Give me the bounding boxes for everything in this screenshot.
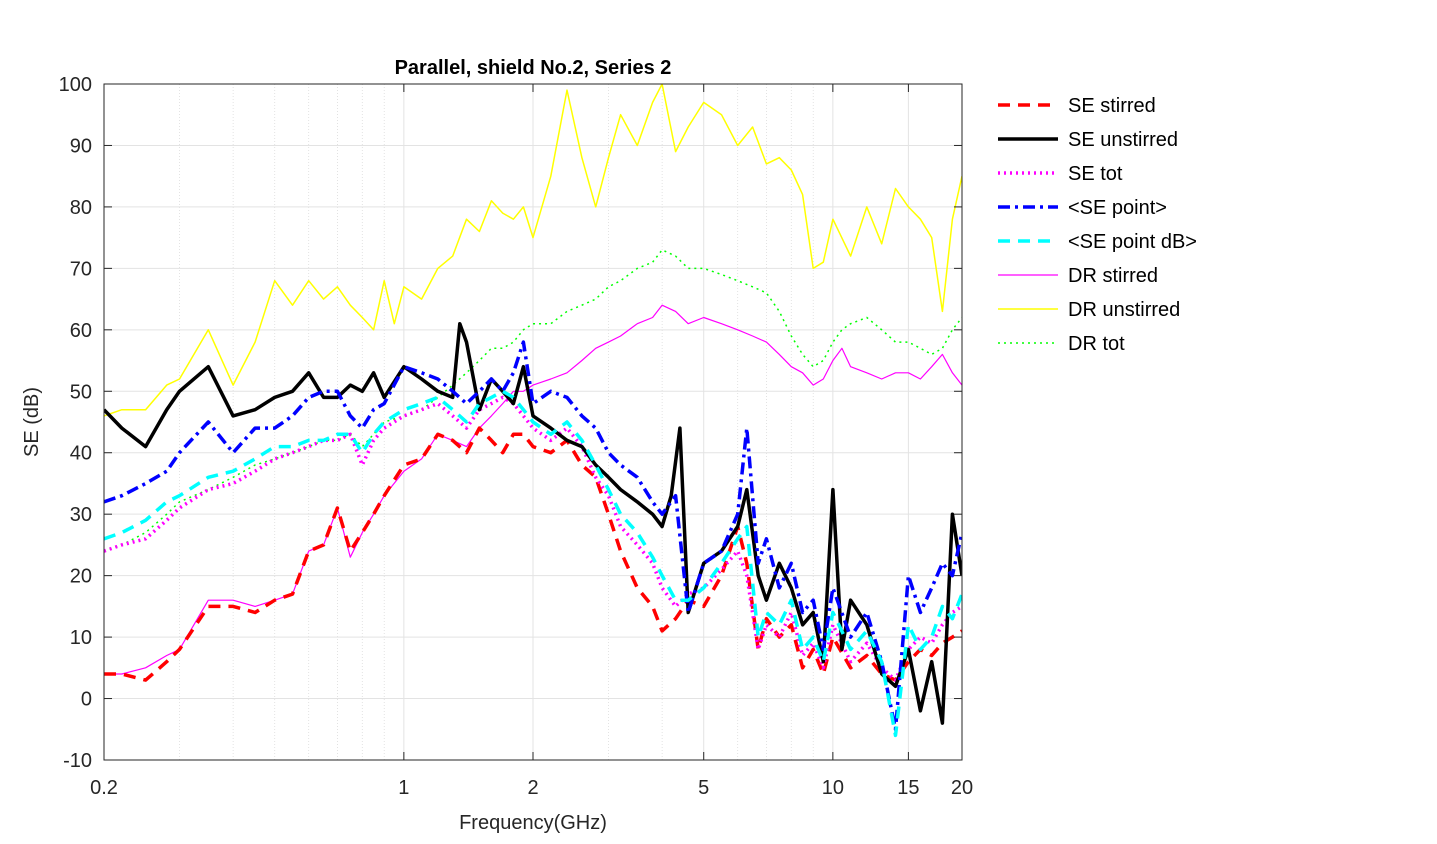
- x-axis-label: Frequency(GHz): [459, 812, 607, 834]
- series-line-dr-tot: [104, 249, 962, 552]
- y-tick-label: 30: [70, 504, 92, 526]
- legend-label: DR tot: [1068, 333, 1125, 355]
- x-tick-label: 0.2: [90, 777, 118, 799]
- x-tick-label: 20: [951, 777, 973, 799]
- series-line-se-point-db: [104, 389, 962, 738]
- y-tick-label: 80: [70, 197, 92, 219]
- y-tick-label: 50: [70, 381, 92, 403]
- y-tick-label: -10: [63, 750, 92, 772]
- legend-label: SE unstirred: [1068, 129, 1178, 151]
- y-tick-labels: -10 0 10 20 30 40 50 60 70 80 90 100: [59, 74, 92, 772]
- y-tick-label: 60: [70, 320, 92, 342]
- x-tick-label: 15: [897, 777, 919, 799]
- y-tick-label: 100: [59, 74, 92, 96]
- y-tick-label: 90: [70, 135, 92, 157]
- y-tick-label: 10: [70, 627, 92, 649]
- x-tick-label: 1: [398, 777, 409, 799]
- legend-label: <SE point dB>: [1068, 231, 1197, 253]
- legend-label: <SE point>: [1068, 197, 1167, 219]
- tick-marks: [103, 83, 963, 761]
- x-tick-labels: 0.2 1 2 5 10 15 20: [90, 777, 973, 799]
- x-tick-label: 5: [698, 777, 709, 799]
- series-line-se-point: [104, 340, 962, 732]
- y-tick-label: 40: [70, 443, 92, 465]
- y-tick-label: 70: [70, 258, 92, 280]
- series-line-dr-stirred: [104, 304, 962, 675]
- y-axis-label: SE (dB): [21, 387, 43, 457]
- legend-label: SE stirred: [1068, 95, 1156, 117]
- legend-label: DR unstirred: [1068, 299, 1180, 321]
- x-tick-label: 2: [527, 777, 538, 799]
- chart-title: Parallel, shield No.2, Series 2: [395, 57, 672, 79]
- legend-label: SE tot: [1068, 163, 1123, 185]
- y-tick-label: 20: [70, 566, 92, 588]
- x-tick-label: 10: [822, 777, 844, 799]
- series-line-dr-unstirred: [104, 84, 962, 417]
- series-lines: [104, 84, 962, 738]
- y-tick-label: 0: [81, 689, 92, 711]
- legend: SE stirred SE unstirred SE tot <SE point> <S…: [998, 95, 1197, 355]
- legend-label: DR stirred: [1068, 265, 1158, 287]
